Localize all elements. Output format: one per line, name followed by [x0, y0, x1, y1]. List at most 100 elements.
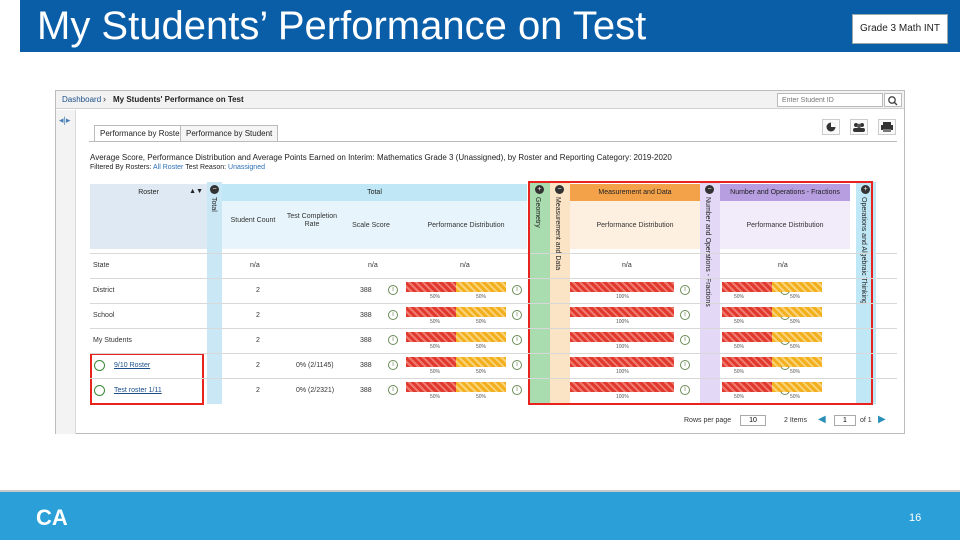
- distribution-bar: [722, 332, 822, 342]
- row-count: 2: [256, 387, 260, 394]
- distribution-segment: [456, 332, 506, 342]
- table-row: State n/a n/a n/a n/a n/a: [90, 253, 897, 278]
- segment-percent: 50%: [430, 369, 441, 375]
- info-icon[interactable]: i: [388, 285, 398, 295]
- pie-chart-button[interactable]: [822, 119, 840, 135]
- info-icon[interactable]: i: [512, 385, 522, 395]
- roster-zoom-icon[interactable]: [94, 360, 105, 371]
- roster-zoom-icon[interactable]: [94, 385, 105, 396]
- row-scale: 388: [360, 387, 372, 394]
- info-icon[interactable]: i: [680, 385, 690, 395]
- total-collapse-icon[interactable]: −: [210, 185, 219, 194]
- row-fractions-value: n/a: [778, 262, 788, 269]
- row-name: District: [93, 287, 115, 294]
- distribution-segment: [456, 382, 506, 392]
- row-count: n/a: [250, 262, 260, 269]
- info-icon[interactable]: i: [512, 285, 522, 295]
- prev-page-icon[interactable]: ◀: [818, 414, 826, 425]
- info-icon[interactable]: i: [388, 385, 398, 395]
- segment-percent: 50%: [734, 344, 745, 350]
- distribution-segment: [456, 282, 506, 292]
- segment-percent: 100%: [616, 319, 629, 325]
- breadcrumb-separator: ›: [103, 94, 106, 104]
- collapse-icon[interactable]: ◂|▸: [59, 115, 71, 125]
- row-scale: 388: [360, 362, 372, 369]
- next-page-icon[interactable]: ▶: [878, 414, 886, 425]
- distribution-bar: [406, 357, 506, 367]
- row-scale: 388: [360, 312, 372, 319]
- segment-percent: 50%: [790, 319, 801, 325]
- report-subtitle: Average Score, Performance Distribution …: [90, 153, 672, 162]
- info-icon[interactable]: i: [388, 360, 398, 370]
- row-count: 2: [256, 287, 260, 294]
- info-icon[interactable]: i: [512, 335, 522, 345]
- tab-divider: [89, 141, 897, 142]
- tab-performance-by-roster[interactable]: Performance by Roster: [94, 125, 189, 141]
- row-name[interactable]: Test roster 1/11: [114, 387, 162, 394]
- roster-header-body: [90, 201, 207, 249]
- distribution-segment: [722, 332, 772, 342]
- geometry-strip: [530, 182, 550, 404]
- segment-percent: 100%: [616, 294, 629, 300]
- filter-reason-value[interactable]: Unassigned: [228, 164, 265, 171]
- segment-percent: 50%: [430, 394, 441, 400]
- rows-per-page-input[interactable]: 10: [740, 415, 766, 426]
- distribution-segment: [772, 357, 822, 367]
- tab-performance-by-student[interactable]: Performance by Student: [180, 125, 279, 141]
- total-vertical-label: Total: [210, 197, 217, 212]
- distribution-segment: [772, 382, 822, 392]
- info-icon[interactable]: i: [388, 335, 398, 345]
- info-icon[interactable]: i: [680, 285, 690, 295]
- sort-icon[interactable]: ▲▼: [189, 188, 203, 195]
- row-dist: n/a: [460, 262, 470, 269]
- fractions-vertical-label: Number and Operations - Fractions: [704, 197, 711, 307]
- distribution-segment: [406, 307, 456, 317]
- fractions-header: Number and Operations - Fractions: [720, 184, 850, 201]
- filter-rosters-label: Filtered By Rosters:: [90, 164, 152, 171]
- page-number-input[interactable]: 1: [834, 415, 856, 426]
- info-icon[interactable]: i: [680, 310, 690, 320]
- info-icon[interactable]: i: [680, 360, 690, 370]
- distribution-bar: [570, 382, 674, 392]
- algebra-expand-icon[interactable]: +: [861, 185, 870, 194]
- distribution-segment: [772, 282, 822, 292]
- search-button[interactable]: [884, 93, 902, 107]
- distribution-segment: [570, 282, 674, 292]
- rows-per-page-label: Rows per page: [684, 417, 732, 424]
- segment-percent: 50%: [734, 319, 745, 325]
- geometry-expand-icon[interactable]: +: [535, 185, 544, 194]
- distribution-segment: [722, 307, 772, 317]
- filter-rosters-value[interactable]: All Roster: [153, 164, 184, 171]
- segment-percent: 50%: [476, 369, 487, 375]
- fractions-collapse-icon[interactable]: −: [705, 185, 714, 194]
- info-icon[interactable]: i: [680, 335, 690, 345]
- breadcrumb-dashboard[interactable]: Dashboard: [62, 95, 102, 104]
- print-button[interactable]: [878, 119, 896, 135]
- distribution-bar: [722, 382, 822, 392]
- segment-percent: 50%: [790, 369, 801, 375]
- row-completion: 0% (2/1145): [296, 362, 334, 369]
- col-scale-score: Scale Score: [352, 222, 390, 229]
- segment-percent: 50%: [476, 294, 487, 300]
- row-name: My Students: [93, 337, 132, 344]
- fractions-strip: [700, 182, 720, 404]
- header-band: [20, 0, 960, 52]
- roster-header[interactable]: Roster ▲▼: [90, 184, 207, 201]
- distribution-bar: [722, 307, 822, 317]
- info-icon[interactable]: i: [388, 310, 398, 320]
- top-bar: Dashboard › My Students' Performance on …: [56, 91, 904, 109]
- measurement-vertical-label: Measurement and Data: [554, 197, 561, 271]
- info-icon[interactable]: i: [512, 360, 522, 370]
- distribution-segment: [570, 332, 674, 342]
- total-header: Total: [222, 184, 527, 201]
- page-of-total: of 1: [860, 417, 872, 424]
- group-button[interactable]: [850, 119, 868, 135]
- info-icon[interactable]: i: [512, 310, 522, 320]
- measurement-collapse-icon[interactable]: −: [555, 185, 564, 194]
- col-performance-distribution: Performance Distribution: [427, 222, 505, 229]
- student-id-input[interactable]: [777, 93, 883, 107]
- row-name: School: [93, 312, 115, 319]
- row-name[interactable]: 9/10 Roster: [114, 362, 151, 369]
